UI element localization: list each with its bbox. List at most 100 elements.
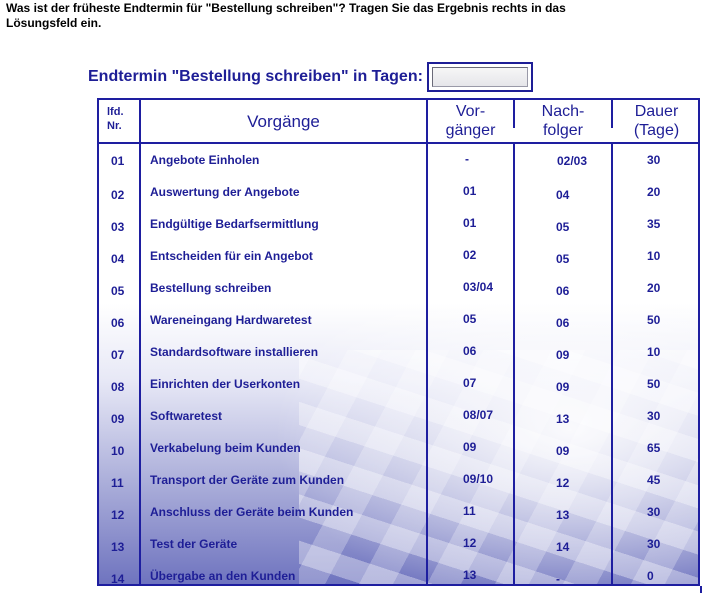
row-predecessor: 13 xyxy=(463,568,477,582)
header-nachfolger: Nach- folger xyxy=(541,103,585,139)
row-duration: 10 xyxy=(647,249,661,263)
row-activity: Auswertung der Angebote xyxy=(150,185,300,199)
row-activity: Transport der Geräte zum Kunden xyxy=(150,473,345,487)
row-duration: 35 xyxy=(647,217,661,231)
table-row: 02 Auswertung der Angebote 01 04 20 xyxy=(99,176,698,208)
answer-label: Endtermin "Bestellung schreiben" in Tage… xyxy=(88,68,423,85)
row-activity: Bestellung schreiben xyxy=(150,281,272,295)
activity-table: lfd. Nr. Vorgänge Vor- gänger Nach- folg… xyxy=(97,98,700,586)
column-divider xyxy=(426,100,428,142)
header-vorgaenge: Vorgänge xyxy=(247,111,320,131)
question-text: Was ist der früheste Endtermin für "Best… xyxy=(6,1,566,30)
row-predecessor: 01 xyxy=(463,216,477,230)
table-row: 06 Wareneingang Hardwaretest 05 06 50 xyxy=(99,304,698,336)
row-predecessor: 01 xyxy=(463,184,477,198)
table-row: 09 Softwaretest 08/07 13 30 xyxy=(99,400,698,432)
row-predecessor: 07 xyxy=(463,376,477,390)
row-predecessor: 08/07 xyxy=(463,408,494,422)
row-successor: 13 xyxy=(556,412,570,426)
table-edge-mark xyxy=(700,586,702,593)
row-activity: Verkabelung beim Kunden xyxy=(150,441,301,455)
header-dauer: Dauer (Tage) xyxy=(633,103,680,139)
table-row: 04 Entscheiden für ein Angebot 02 05 10 xyxy=(99,240,698,272)
table-row: 12 Anschluss der Geräte beim Kunden 11 1… xyxy=(99,496,698,528)
row-duration: 0 xyxy=(647,569,654,583)
row-nr: 06 xyxy=(111,316,125,330)
row-duration: 20 xyxy=(647,185,661,199)
row-duration: 45 xyxy=(647,473,661,487)
row-activity: Übergabe an den Kunden xyxy=(150,569,296,583)
row-successor: 14 xyxy=(556,540,570,554)
row-nr: 04 xyxy=(111,252,125,266)
row-activity: Standardsoftware installieren xyxy=(150,345,319,359)
answer-input[interactable] xyxy=(431,67,528,87)
row-duration: 30 xyxy=(647,505,661,519)
row-activity: Test der Geräte xyxy=(150,537,238,551)
row-duration: 50 xyxy=(647,377,661,391)
row-predecessor: 06 xyxy=(463,344,477,358)
row-successor: 09 xyxy=(556,380,570,394)
column-divider xyxy=(513,144,515,584)
row-duration: 30 xyxy=(647,409,661,423)
row-nr: 05 xyxy=(111,284,125,298)
table-row: 14 Übergabe an den Kunden 13 - 0 xyxy=(99,560,698,586)
row-successor: 05 xyxy=(556,252,570,266)
row-nr: 12 xyxy=(111,508,125,522)
answer-field-frame xyxy=(426,62,533,92)
row-successor: 05 xyxy=(556,220,570,234)
row-nr: 02 xyxy=(111,188,125,202)
row-successor: 02/03 xyxy=(557,154,588,168)
row-predecessor: 12 xyxy=(463,536,477,550)
row-predecessor: 02 xyxy=(463,248,477,262)
table-row: 01 Angebote Einholen - 02/03 30 xyxy=(99,144,698,176)
column-divider xyxy=(611,100,613,128)
row-predecessor: 11 xyxy=(463,504,476,518)
row-successor: 13 xyxy=(556,508,570,522)
column-divider xyxy=(426,144,428,584)
row-duration: 10 xyxy=(647,345,661,359)
row-duration: 50 xyxy=(647,313,661,327)
header-divider xyxy=(99,142,698,144)
row-successor: 06 xyxy=(556,316,570,330)
row-nr: 08 xyxy=(111,380,125,394)
table-row: 10 Verkabelung beim Kunden 09 09 65 xyxy=(99,432,698,464)
row-duration: 20 xyxy=(647,281,661,295)
row-successor: 12 xyxy=(556,476,570,490)
table-row: 05 Bestellung schreiben 03/04 06 20 xyxy=(99,272,698,304)
table-row: 03 Endgültige Bedarfsermittlung 01 05 35 xyxy=(99,208,698,240)
row-activity: Angebote Einholen xyxy=(150,153,260,167)
row-predecessor: 09/10 xyxy=(463,472,494,486)
row-duration: 65 xyxy=(647,441,661,455)
row-nr: 10 xyxy=(111,444,125,458)
table-row: 08 Einrichten der Userkonten 07 09 50 xyxy=(99,368,698,400)
table-row: 07 Standardsoftware installieren 06 09 1… xyxy=(99,336,698,368)
row-activity: Wareneingang Hardwaretest xyxy=(150,313,312,327)
row-predecessor: 09 xyxy=(463,440,477,454)
row-predecessor: 03/04 xyxy=(463,280,494,294)
table-row: 11 Transport der Geräte zum Kunden 09/10… xyxy=(99,464,698,496)
row-predecessor: 05 xyxy=(463,312,477,326)
row-activity: Einrichten der Userkonten xyxy=(150,377,301,391)
table-body: 01 Angebote Einholen - 02/03 30 02 Auswe… xyxy=(99,144,698,586)
row-successor: 09 xyxy=(556,444,570,458)
row-successor: - xyxy=(556,572,560,586)
answer-row: Endtermin "Bestellung schreiben" in Tage… xyxy=(88,62,533,92)
row-predecessor: - xyxy=(465,152,469,166)
row-nr: 14 xyxy=(111,572,125,586)
header-nr: lfd. Nr. xyxy=(107,106,124,132)
column-divider xyxy=(513,100,515,128)
row-nr: 07 xyxy=(111,348,125,362)
row-nr: 01 xyxy=(111,154,125,168)
row-nr: 13 xyxy=(111,540,125,554)
row-successor: 04 xyxy=(556,188,570,202)
row-activity: Endgültige Bedarfsermittlung xyxy=(150,217,319,231)
row-successor: 06 xyxy=(556,284,570,298)
table-row: 13 Test der Geräte 12 14 30 xyxy=(99,528,698,560)
header-vorgaenger: Vor- gänger xyxy=(445,103,496,139)
row-successor: 09 xyxy=(556,348,570,362)
row-nr: 09 xyxy=(111,412,125,426)
row-nr: 03 xyxy=(111,220,125,234)
row-activity: Entscheiden für ein Angebot xyxy=(150,249,313,263)
column-divider xyxy=(139,100,141,584)
row-activity: Softwaretest xyxy=(150,409,223,423)
